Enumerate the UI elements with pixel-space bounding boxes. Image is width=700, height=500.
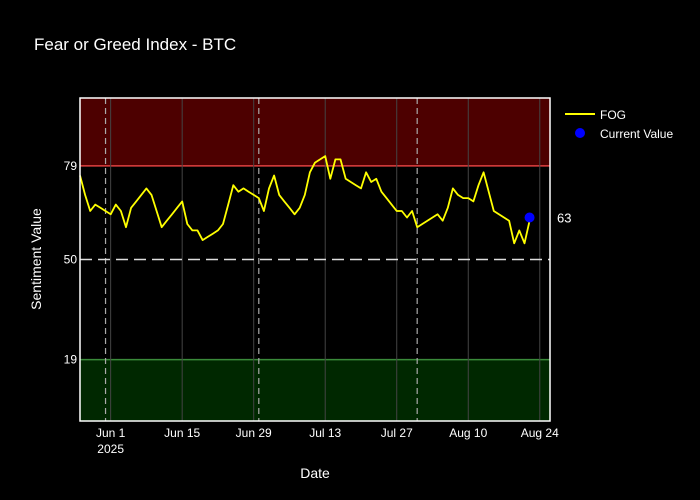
y-axis-label: Sentiment Value — [28, 208, 44, 310]
fog-series-line — [79, 155, 531, 245]
plot-frame — [79, 97, 551, 422]
band-1 — [80, 359, 550, 421]
y-tick-label: 19 — [64, 353, 78, 367]
plot-area — [79, 97, 551, 422]
y-tick-label: 79 — [64, 159, 78, 173]
x-tick-label: Aug 24 — [521, 426, 559, 440]
y-tick-label: 50 — [64, 253, 78, 267]
band-0 — [80, 98, 550, 166]
legend-current-label: Current Value — [600, 127, 673, 141]
legend-current-swatch — [575, 128, 585, 138]
x-tick-label: Aug 10 — [449, 426, 487, 440]
legend[interactable]: FOG Current Value — [565, 108, 673, 141]
x-tick-sublabel: 2025 — [97, 442, 124, 456]
x-tick-label: Jun 15 — [164, 426, 200, 440]
x-axis-label: Date — [300, 465, 330, 481]
x-axis-ticks: Jun 1 2025 Jun 15 Jun 29 Jul 13 Jul 27 Aug 10 A… — [96, 426, 559, 456]
x-tick-label: Jun 1 — [96, 426, 126, 440]
x-tick-label: Jun 29 — [236, 426, 272, 440]
y-axis-ticks: 19 50 79 — [64, 159, 78, 367]
current-value-marker — [524, 212, 535, 223]
legend-item-current-value[interactable]: Current Value — [575, 127, 673, 141]
sentiment-bands — [80, 98, 550, 421]
legend-item-fog[interactable]: FOG — [565, 108, 626, 122]
legend-fog-label: FOG — [600, 108, 626, 122]
x-tick-label: Jul 27 — [381, 426, 413, 440]
current-value-label: 63 — [557, 211, 571, 226]
x-tick-label: Jul 13 — [309, 426, 341, 440]
chart-title: Fear or Greed Index - BTC — [34, 35, 236, 54]
